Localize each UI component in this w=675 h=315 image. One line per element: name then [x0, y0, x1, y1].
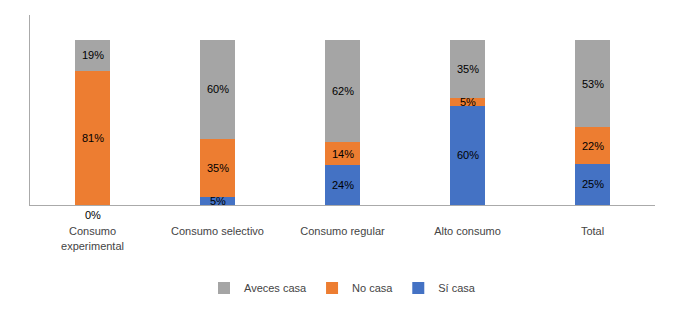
- svg-text:35%: 35%: [457, 63, 479, 75]
- svg-text:Consumo regular: Consumo regular: [300, 225, 385, 237]
- svg-text:Alto consumo: Alto consumo: [434, 225, 501, 237]
- svg-text:0%: 0%: [85, 209, 101, 221]
- svg-text:19%: 19%: [82, 49, 104, 61]
- svg-text:Consumo selectivo: Consumo selectivo: [171, 225, 264, 237]
- svg-text:25%: 25%: [582, 178, 604, 190]
- svg-text:35%: 35%: [207, 162, 229, 174]
- svg-text:No casa: No casa: [352, 282, 393, 294]
- svg-text:Aveces casa: Aveces casa: [244, 282, 307, 294]
- svg-text:24%: 24%: [332, 179, 354, 191]
- svg-text:Total: Total: [581, 225, 604, 237]
- svg-text:Sí casa: Sí casa: [438, 282, 476, 294]
- svg-text:81%: 81%: [82, 132, 104, 144]
- svg-text:5%: 5%: [460, 96, 476, 108]
- svg-text:60%: 60%: [457, 149, 479, 161]
- svg-text:14%: 14%: [332, 148, 354, 160]
- svg-text:53%: 53%: [582, 78, 604, 90]
- svg-text:Consumoexperimental: Consumoexperimental: [61, 225, 124, 251]
- svg-text:22%: 22%: [582, 140, 604, 152]
- svg-text:62%: 62%: [332, 85, 354, 97]
- svg-text:5%: 5%: [210, 195, 226, 207]
- svg-text:60%: 60%: [207, 83, 229, 95]
